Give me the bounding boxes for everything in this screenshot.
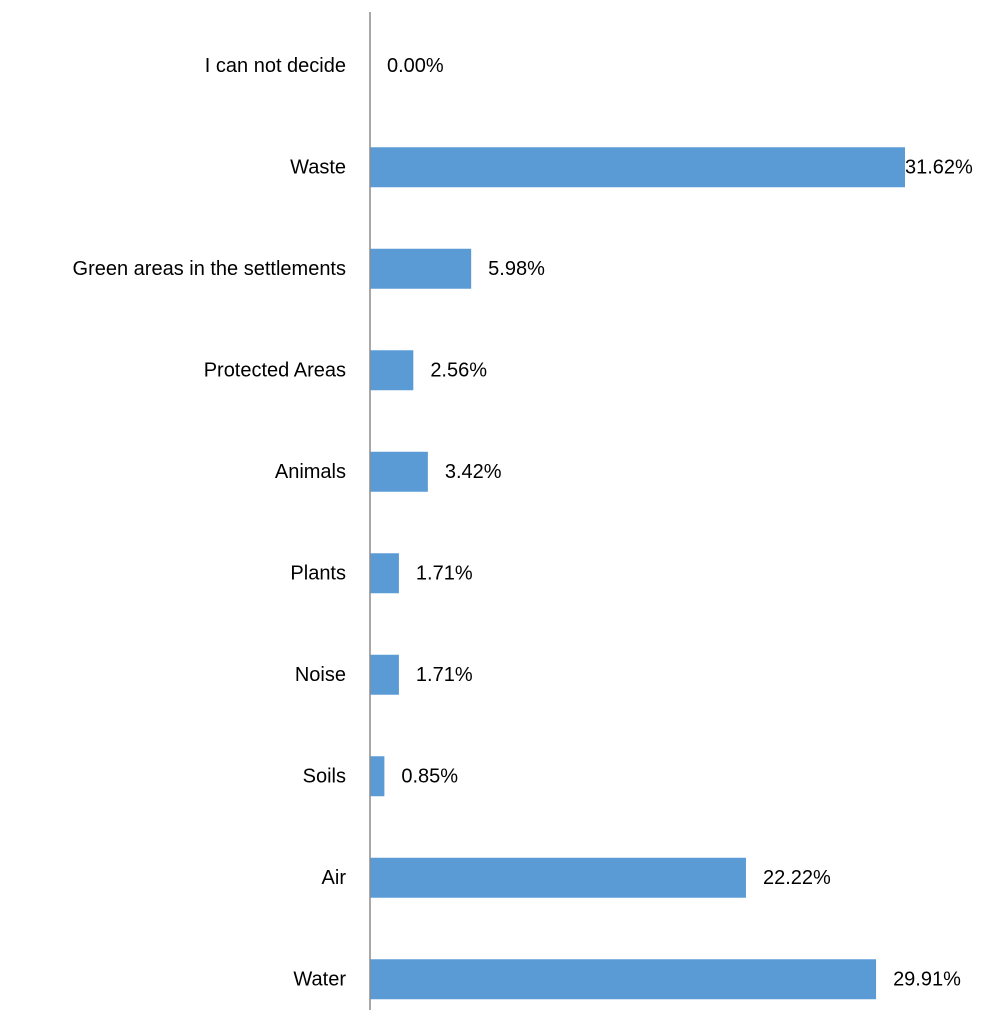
bar <box>370 350 414 391</box>
category-label: Noise <box>295 664 346 686</box>
value-label: 22.22% <box>763 867 831 889</box>
bar <box>370 248 472 289</box>
bar <box>370 451 428 492</box>
category-label: Air <box>322 867 347 889</box>
category-label: Water <box>293 968 346 990</box>
value-label: 0.85% <box>401 765 458 787</box>
value-label: 2.56% <box>430 359 487 381</box>
category-label: Plants <box>290 562 346 584</box>
category-label: Green areas in the settlements <box>73 258 346 280</box>
bar <box>370 857 746 898</box>
value-label: 5.98% <box>488 258 545 280</box>
value-label: 0.00% <box>387 55 444 77</box>
value-label: 1.71% <box>416 562 473 584</box>
bar <box>370 959 877 1000</box>
category-label: I can not decide <box>205 55 346 77</box>
bars-layer <box>370 147 905 1000</box>
category-label: Animals <box>275 461 346 483</box>
value-label: 1.71% <box>416 664 473 686</box>
value-label: 29.91% <box>893 968 961 990</box>
category-label: Protected Areas <box>204 359 346 381</box>
category-label: Waste <box>290 156 346 178</box>
category-label: Soils <box>303 765 346 787</box>
bar <box>370 553 399 594</box>
value-label: 31.62% <box>905 156 973 178</box>
bar <box>370 654 399 695</box>
labels-layer: I can not decide 0.00% Waste 31.62% Green ar… <box>73 55 974 991</box>
value-label: 3.42% <box>445 461 502 483</box>
bar <box>370 756 385 797</box>
bar <box>370 147 905 188</box>
